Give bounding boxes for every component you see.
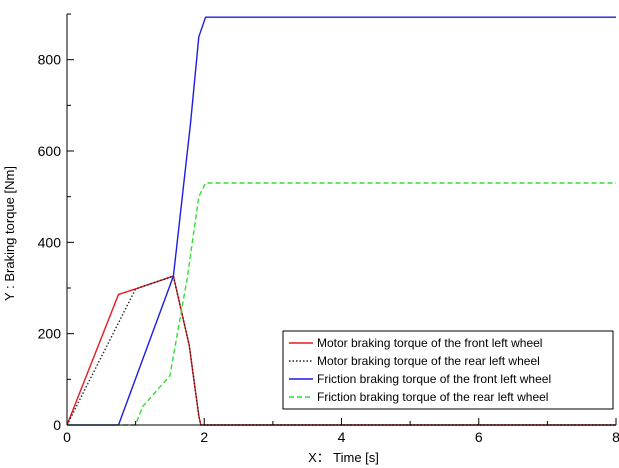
y-tick-label: 800 xyxy=(38,52,62,68)
legend-box xyxy=(282,330,614,410)
y-axis-label: Y : Braking torque [Nm] xyxy=(2,166,17,301)
legend-label-3: Friction braking torque of the front lef… xyxy=(317,372,551,386)
y-tick-label: 400 xyxy=(38,234,62,250)
x-tick-label: 6 xyxy=(475,429,483,445)
x-tick-label: 0 xyxy=(63,429,71,445)
legend-label-1: Motor braking torque of the front left w… xyxy=(317,336,542,350)
axes: 0 2 4 6 8 0 200 400 600 800 xyxy=(38,13,619,445)
series-line-4 xyxy=(67,182,616,426)
x-tick-label: 4 xyxy=(338,429,346,445)
x-tick-label: 2 xyxy=(200,429,208,445)
x-tick-label: 8 xyxy=(612,429,619,445)
x-axis-label: X： Time [s] xyxy=(308,450,379,465)
y-tick-label: 600 xyxy=(38,143,62,159)
legend-label-4: Friction braking torque of the rear left… xyxy=(317,390,548,404)
axis-ticks: 0 2 4 6 8 0 200 400 600 800 xyxy=(38,13,619,445)
y-tick-label: 200 xyxy=(38,326,62,342)
legend: Motor braking torque of the front left w… xyxy=(282,330,614,410)
y-tick-label: 0 xyxy=(53,417,61,433)
legend-label-2: Motor braking torque of the rear left wh… xyxy=(317,354,540,368)
